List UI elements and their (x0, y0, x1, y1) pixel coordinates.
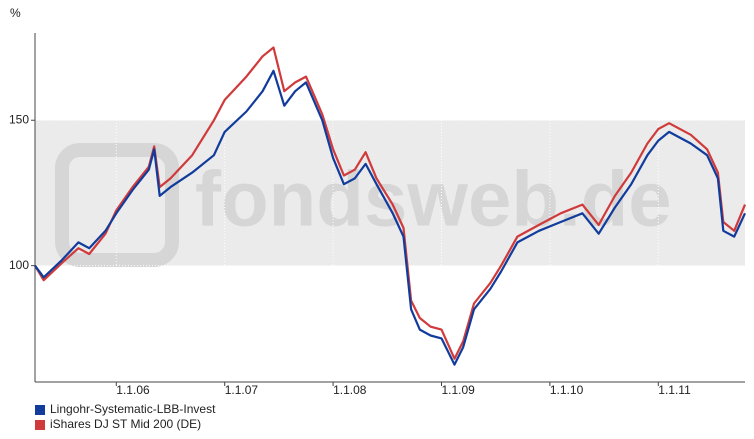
x-tick-label: 1.1.06 (116, 383, 150, 397)
y-tick-label: 100 (9, 258, 29, 272)
legend-label: iShares DJ ST Mid 200 (DE) (50, 417, 201, 431)
x-tick-label: 1.1.07 (225, 383, 259, 397)
watermark: fondsweb.de (195, 155, 672, 243)
watermark-logo (55, 143, 179, 267)
x-tick-label: 1.1.08 (333, 383, 367, 397)
x-tick-label: 1.1.11 (658, 383, 691, 397)
y-tick-label: 150 (9, 112, 29, 126)
legend-label: Lingohr-Systematic-LBB-Invest (50, 402, 216, 416)
x-tick-label: 1.1.09 (441, 383, 475, 397)
legend-swatch (35, 420, 45, 430)
series-line (34, 69, 746, 366)
y-axis-label: % (10, 6, 21, 20)
x-tick-label: 1.1.10 (550, 383, 584, 397)
legend-swatch (35, 405, 45, 415)
